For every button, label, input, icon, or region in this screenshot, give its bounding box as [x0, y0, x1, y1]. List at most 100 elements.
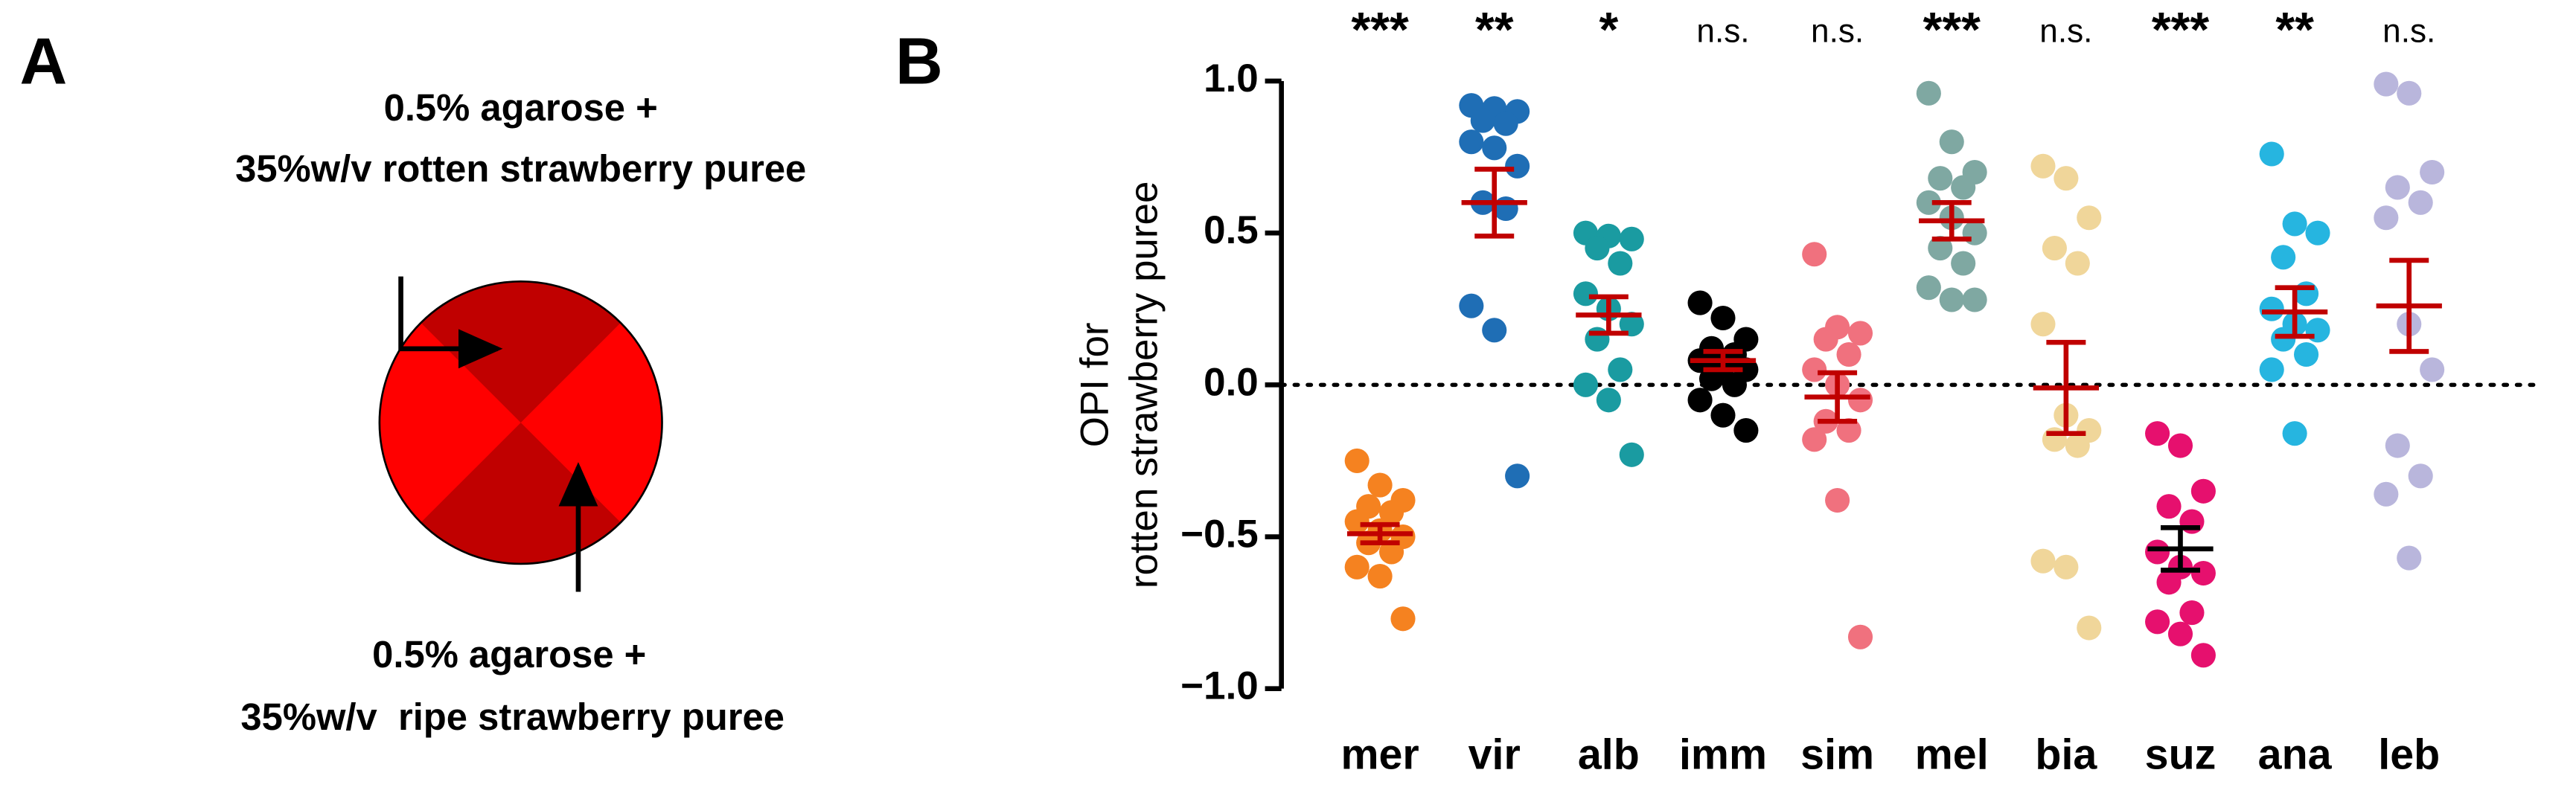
significance: ***: [1923, 2, 1981, 57]
data-point: [2179, 600, 2205, 626]
data-point: [1962, 287, 1987, 312]
data-point: [1939, 287, 1964, 312]
data-point: [2420, 357, 2445, 382]
data-point: [2190, 478, 2216, 504]
data-point: [1619, 226, 1644, 251]
significance: n.s.: [1696, 13, 1749, 50]
data-point: [2397, 80, 2422, 106]
y-tick-label: 0.0: [1204, 360, 1259, 404]
y-tick-label: −1.0: [1180, 664, 1259, 708]
data-point: [1847, 388, 1873, 413]
data-point: [1836, 341, 1861, 367]
data-point: [2065, 251, 2090, 276]
y-axis-label: OPI for: [1073, 322, 1116, 447]
data-point: [2420, 159, 2445, 185]
data-point: [1802, 357, 1827, 382]
plate-outline: [378, 280, 663, 565]
data-point: [1710, 305, 1736, 331]
significance: *: [1599, 2, 1618, 57]
data-point: [1722, 372, 1747, 397]
data-point: [1379, 539, 1404, 565]
data-point: [2190, 560, 2216, 586]
panel-label: A: [19, 24, 67, 97]
data-point: [1802, 427, 1827, 452]
data-point: [1585, 327, 1610, 352]
quadrant: [421, 423, 621, 564]
x-tick-label: mer: [1340, 731, 1419, 779]
data-point: [2030, 312, 2056, 337]
data-point: [2397, 545, 2422, 571]
data-point: [1733, 418, 1759, 443]
bottom-label: 0.5% agarose +: [372, 633, 646, 675]
panel-a: A 0.5% agarose + 35%w/v rotten strawberr…: [19, 24, 806, 738]
y-tick-label: 1.0: [1204, 57, 1259, 100]
significance: n.s.: [2382, 13, 2435, 50]
x-tick-label: imm: [1679, 731, 1767, 779]
data-point: [2374, 481, 2399, 507]
data-point: [2259, 296, 2284, 321]
data-point: [1390, 606, 1416, 632]
data-point: [2271, 327, 2296, 352]
y-axis-label: rotten strawberry puree: [1122, 182, 1166, 589]
data-point: [1585, 236, 1610, 261]
data-point: [1916, 80, 1941, 106]
data-point: [1459, 293, 1484, 318]
data-point: [1687, 290, 1713, 315]
data-point: [2408, 190, 2433, 215]
data-point: [1951, 251, 1976, 276]
data-point: [1916, 275, 1941, 301]
data-point: [1916, 190, 1941, 215]
data-point: [1573, 372, 1599, 397]
significance: **: [1475, 2, 1514, 57]
data-point: [1710, 402, 1736, 428]
y-tick-label: −0.5: [1180, 513, 1259, 556]
data-point: [1928, 236, 1953, 261]
data-point: [1596, 388, 1621, 413]
data-point: [1482, 135, 1507, 161]
data-point: [2042, 427, 2067, 452]
data-point: [2065, 433, 2090, 458]
data-point: [1802, 242, 1827, 267]
x-tick-label: sim: [1800, 731, 1874, 779]
significance: **: [2275, 2, 2314, 57]
data-point: [1687, 388, 1713, 413]
significance: ***: [1351, 2, 1409, 57]
data-point: [1698, 366, 1725, 391]
y-tick-label: 0.5: [1204, 208, 1259, 252]
data-point: [1379, 500, 1404, 525]
data-point: [1493, 196, 1518, 222]
bottom-label: 35%w/v ripe strawberry puree: [240, 696, 784, 738]
data-point: [2282, 421, 2307, 446]
data-point: [1928, 166, 1953, 191]
x-tick-label: vir: [1468, 731, 1521, 779]
data-point: [2167, 621, 2193, 646]
data-point: [1344, 448, 1370, 473]
data-point: [2305, 318, 2330, 343]
data-point: [1939, 129, 1964, 155]
x-tick-label: mel: [1915, 731, 1989, 779]
data-point: [1847, 624, 1873, 649]
data-point: [2294, 281, 2319, 306]
data-point: [1951, 175, 1976, 200]
data-point: [2179, 509, 2205, 534]
data-point: [1344, 509, 1370, 534]
x-tick-label: leb: [2378, 731, 2440, 779]
data-point: [2271, 245, 2296, 270]
data-point: [1367, 472, 1393, 498]
data-point: [2156, 570, 2182, 595]
data-point: [2156, 494, 2182, 519]
data-point: [1608, 357, 1633, 382]
x-tick-label: alb: [1578, 731, 1640, 779]
data-point: [2077, 205, 2102, 231]
data-point: [1813, 327, 1838, 352]
data-point: [2030, 153, 2056, 179]
data-point: [2259, 141, 2284, 167]
data-point: [2145, 421, 2170, 446]
data-point: [1470, 108, 1495, 133]
data-point: [2054, 554, 2079, 580]
x-tick-label: suz: [2145, 731, 2217, 779]
data-point: [2385, 175, 2410, 200]
data-point: [2145, 609, 2170, 635]
